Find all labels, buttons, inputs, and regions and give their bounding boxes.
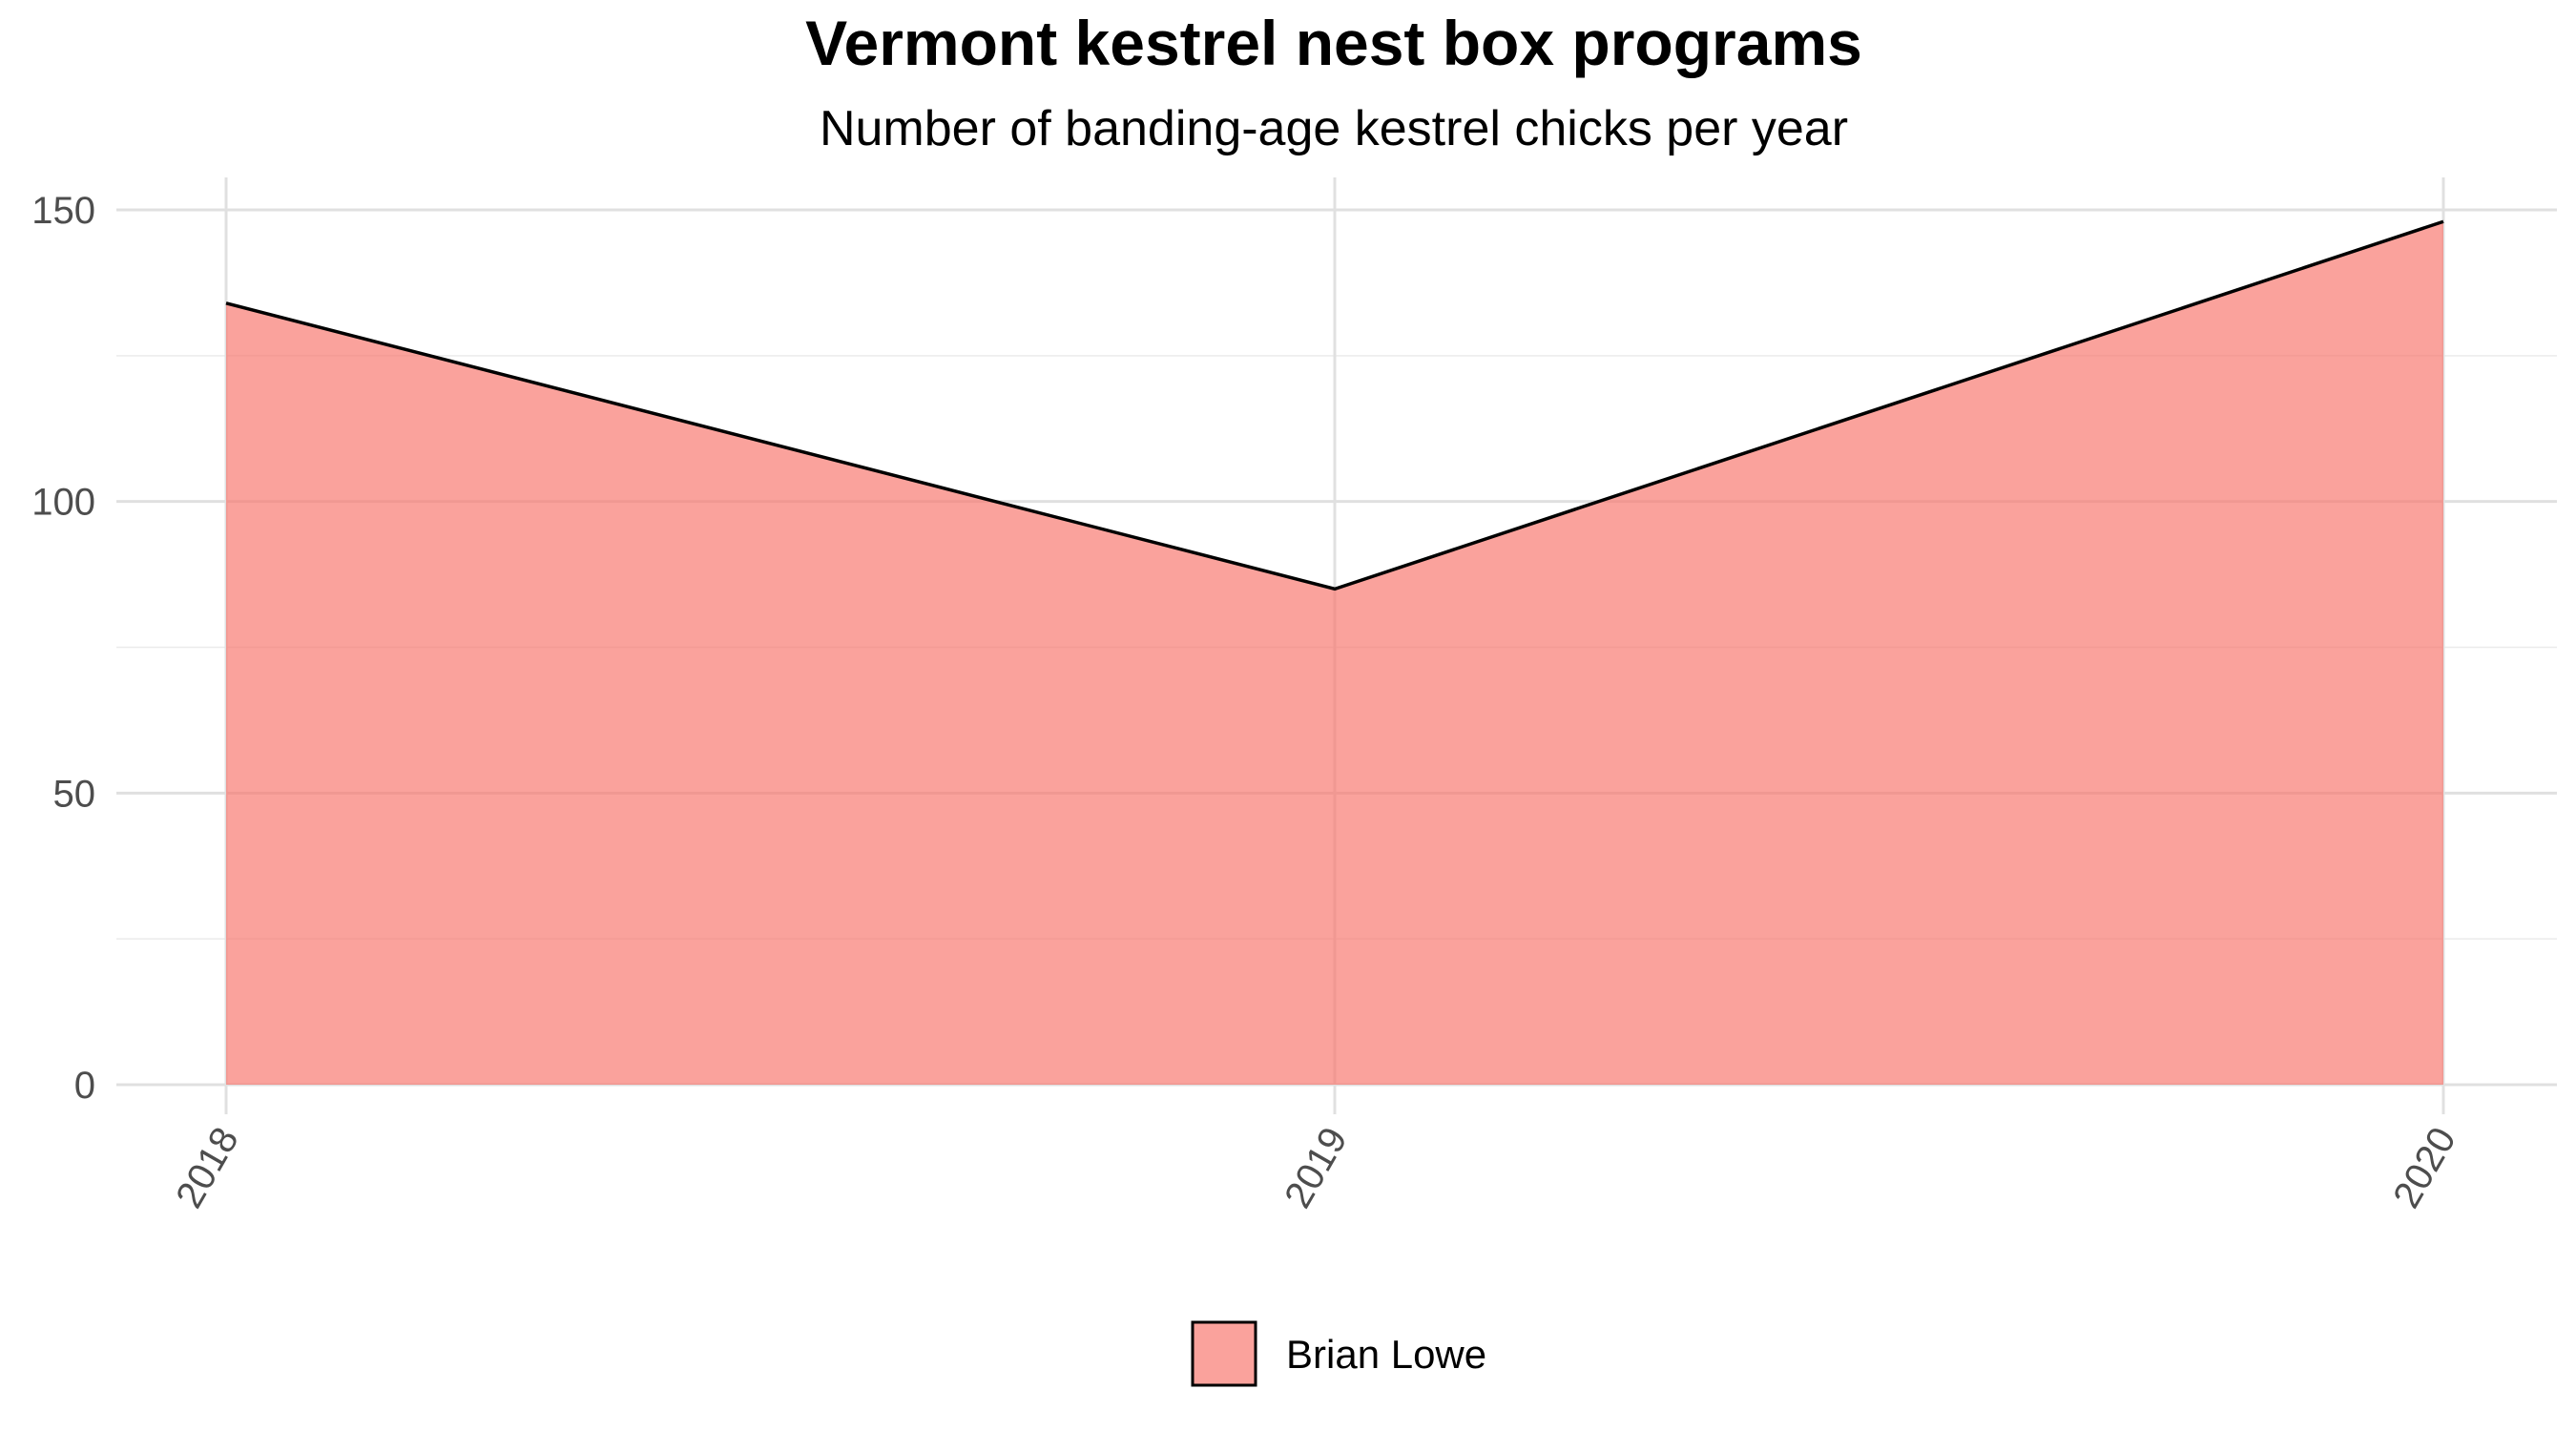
y-tick-label: 100 xyxy=(31,482,95,524)
y-axis: 0 50 100 150 xyxy=(31,190,95,1107)
y-tick-label: 150 xyxy=(31,190,95,232)
legend-swatch xyxy=(1191,1320,1257,1387)
area-fill xyxy=(226,221,2443,1085)
y-tick-label: 50 xyxy=(53,773,96,815)
chart-subtitle: Number of banding-age kestrel chicks per… xyxy=(820,101,1848,156)
x-tick-label: 2018 xyxy=(168,1121,247,1215)
area-series xyxy=(225,219,2444,1085)
y-tick-label: 0 xyxy=(74,1065,95,1107)
x-tick-label: 2019 xyxy=(1277,1121,1356,1215)
legend: Brian Lowe xyxy=(1191,1320,1486,1387)
x-axis: 2018 2019 2020 xyxy=(168,1121,2464,1215)
chart-title: Vermont kestrel nest box programs xyxy=(805,8,1862,78)
x-tick-label: 2020 xyxy=(2385,1121,2464,1215)
legend-label: Brian Lowe xyxy=(1286,1332,1486,1377)
